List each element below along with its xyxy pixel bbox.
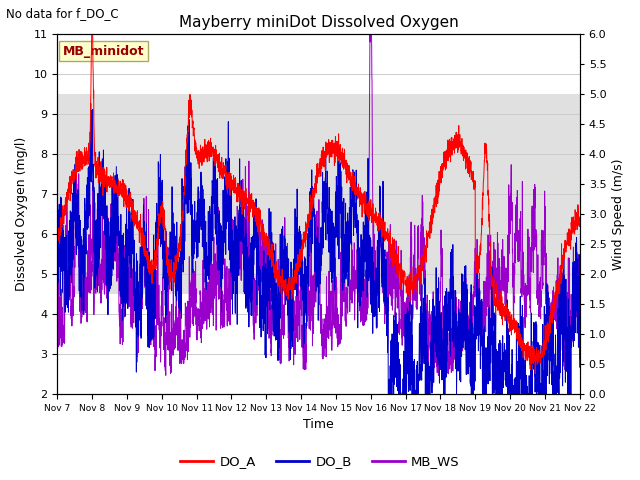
Legend: DO_A, DO_B, MB_WS: DO_A, DO_B, MB_WS xyxy=(175,450,465,473)
Y-axis label: Dissolved Oxygen (mg/l): Dissolved Oxygen (mg/l) xyxy=(15,137,28,291)
Text: No data for f_DO_C: No data for f_DO_C xyxy=(6,7,119,20)
Bar xyxy=(57,94,580,294)
Title: Mayberry miniDot Dissolved Oxygen: Mayberry miniDot Dissolved Oxygen xyxy=(179,15,458,30)
X-axis label: Time: Time xyxy=(303,419,334,432)
Text: MB_minidot: MB_minidot xyxy=(63,45,144,58)
Y-axis label: Wind Speed (m/s): Wind Speed (m/s) xyxy=(612,158,625,270)
